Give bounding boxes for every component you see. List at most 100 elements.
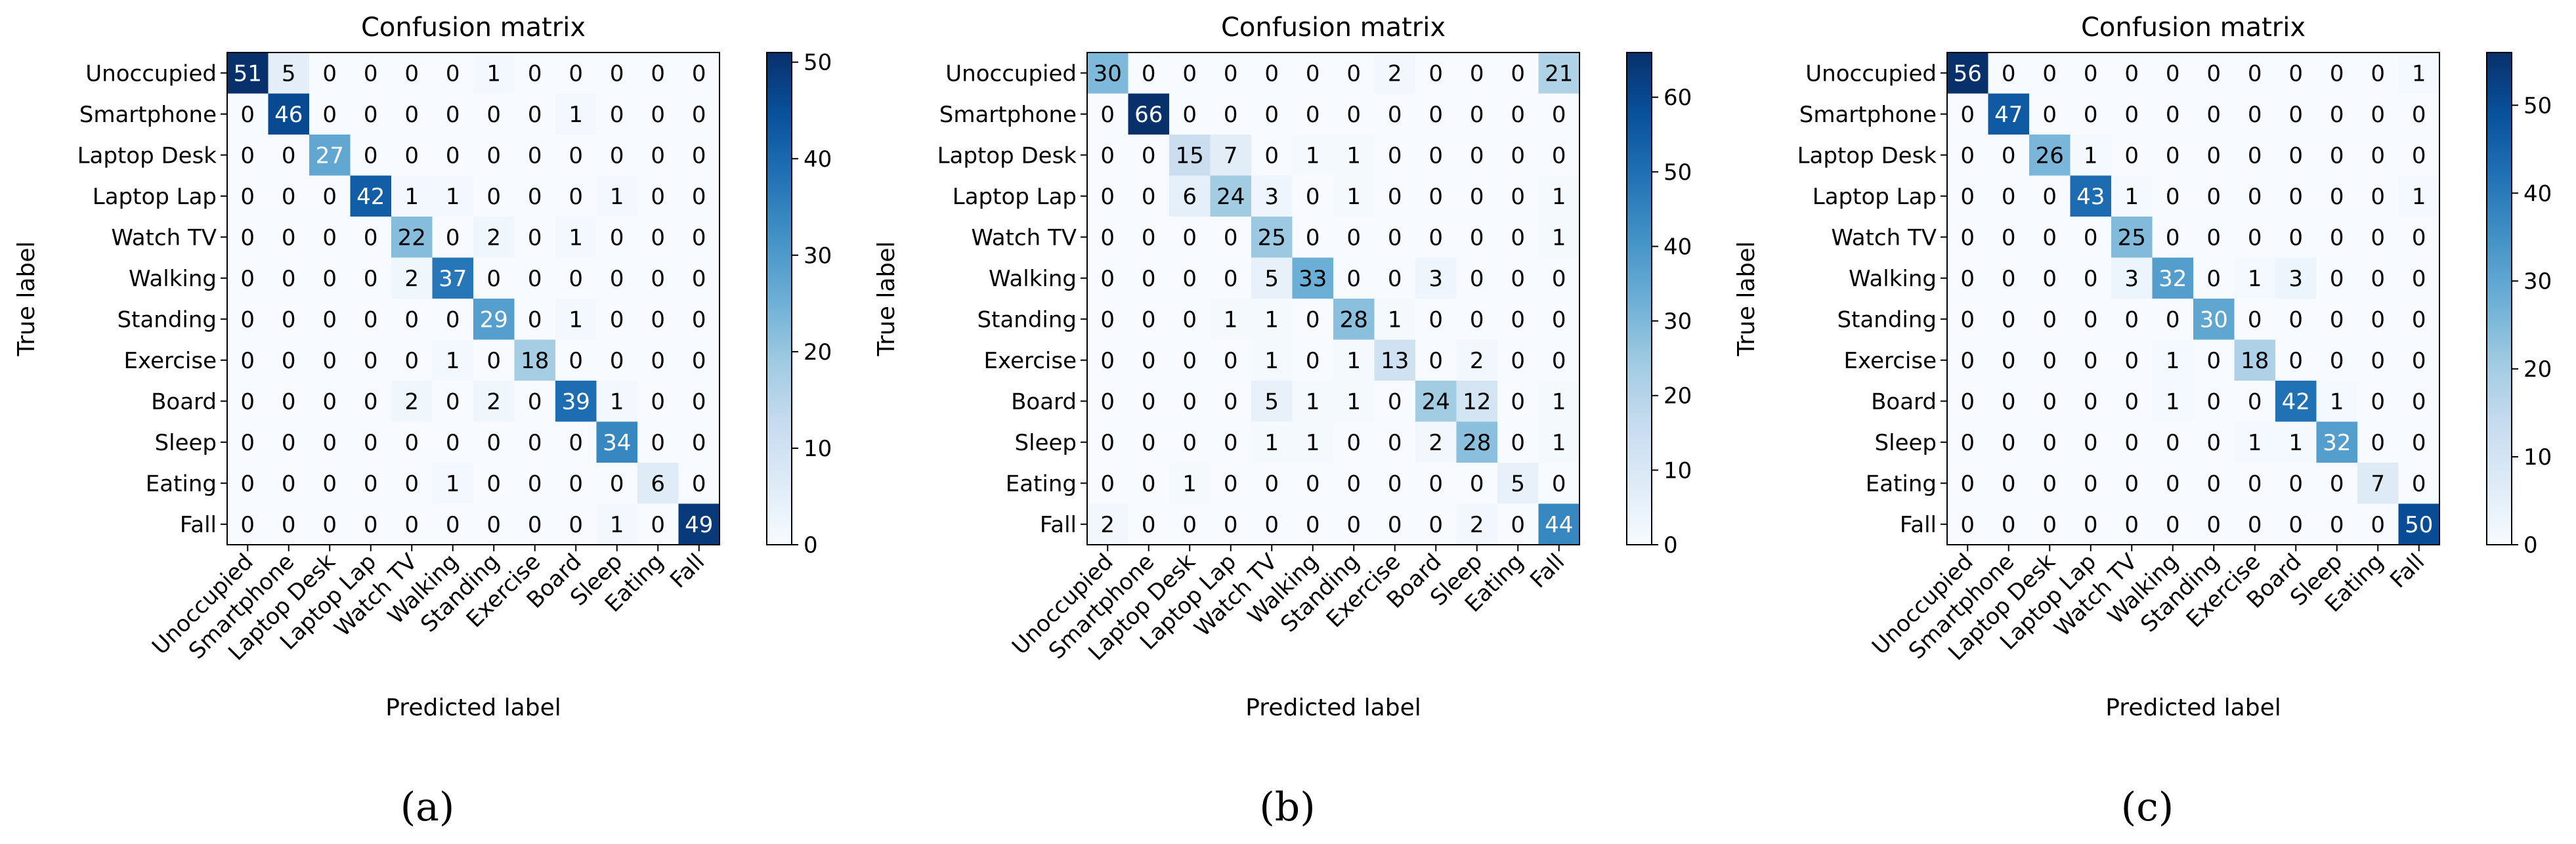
cell-value: 0 — [364, 512, 378, 538]
cell-value: 0 — [1142, 224, 1156, 251]
cell-value: 0 — [2002, 224, 2016, 251]
cell-value: 0 — [1470, 266, 1484, 292]
heatmap-cell — [391, 135, 433, 177]
heatmap-cell — [1374, 503, 1416, 545]
heatmap-cell — [1415, 381, 1457, 423]
heatmap-cell — [1292, 299, 1334, 341]
cell-value: 0 — [1428, 348, 1443, 374]
cell-value: 0 — [2002, 306, 2016, 333]
heatmap-cell — [1210, 135, 1252, 177]
heatmap-cell — [391, 503, 433, 545]
heatmap-cell — [1251, 135, 1293, 177]
cell-value: 0 — [651, 102, 665, 128]
cell-value: 0 — [1511, 60, 1525, 87]
cell-value: 1 — [2412, 60, 2426, 87]
heatmap-cell — [514, 463, 556, 505]
cell-value: 0 — [692, 471, 706, 497]
heatmap-cell — [1128, 421, 1170, 463]
heatmap-cell — [1169, 135, 1211, 177]
heatmap-cell — [678, 381, 720, 423]
cell-value: 1 — [446, 348, 460, 374]
cell-value: 30 — [1094, 60, 1122, 87]
cell-value: 0 — [2124, 102, 2139, 128]
heatmap-cell — [2152, 53, 2194, 95]
heatmap-cell — [309, 175, 351, 217]
cell-value: 0 — [322, 184, 337, 210]
heatmap-cell — [2316, 503, 2358, 545]
y-tick-label: Watch TV — [1831, 224, 1937, 251]
heatmap-cell — [514, 299, 556, 341]
heatmap-cell — [2029, 381, 2071, 423]
heatmap-cell — [2357, 463, 2399, 505]
cell-value: 2 — [404, 389, 419, 415]
heatmap-cell — [1210, 381, 1252, 423]
cell-value: 0 — [2288, 142, 2303, 169]
cell-value: 0 — [1306, 512, 1320, 538]
heatmap-cell — [309, 339, 351, 381]
heatmap-cell — [1538, 257, 1580, 299]
cell-value: 0 — [1346, 512, 1361, 538]
heatmap-cell — [1497, 93, 1539, 135]
heatmap-cell — [1128, 93, 1170, 135]
heatmap-cell — [1128, 463, 1170, 505]
cell-value: 0 — [240, 184, 255, 210]
cell-value: 0 — [2371, 60, 2385, 87]
heatmap-cell — [473, 53, 515, 95]
heatmap-cell — [1538, 93, 1580, 135]
heatmap-cell — [2398, 53, 2440, 95]
cell-value: 0 — [364, 306, 378, 333]
heatmap-cell — [1087, 339, 1129, 381]
heatmap-cell — [1374, 339, 1416, 381]
cell-value: 34 — [603, 430, 631, 456]
cell-value: 0 — [2166, 142, 2180, 169]
cell-value: 0 — [2042, 184, 2057, 210]
heatmap-cell — [678, 503, 720, 545]
heatmap-cell — [1128, 339, 1170, 381]
cell-value: 0 — [404, 471, 419, 497]
cell-value: 0 — [364, 471, 378, 497]
y-tick-label: Watch TV — [971, 224, 1077, 251]
heatmap-cell — [2070, 257, 2112, 299]
cell-value: 0 — [2042, 266, 2057, 292]
heatmap-cell — [1087, 421, 1129, 463]
cell-value: 0 — [1306, 224, 1320, 251]
y-tick-label: Board — [1011, 389, 1077, 415]
heatmap-cell — [1497, 299, 1539, 341]
cell-value: 0 — [2124, 306, 2139, 333]
cell-value: 39 — [562, 389, 590, 415]
heatmap-cell — [2316, 135, 2358, 177]
heatmap-cell — [2275, 421, 2317, 463]
heatmap-cell — [309, 93, 351, 135]
cell-value: 0 — [1552, 102, 1566, 128]
cell-value: 0 — [528, 389, 542, 415]
heatmap-cell — [1538, 53, 1580, 95]
cell-value: 0 — [2124, 60, 2139, 87]
heatmap-cell — [637, 135, 679, 177]
y-tick-label: Unoccupied — [85, 60, 217, 87]
y-tick-label: Standing — [1837, 306, 1937, 333]
heatmap-cell — [309, 503, 351, 545]
heatmap-cell — [2275, 257, 2317, 299]
cell-value: 1 — [1552, 389, 1566, 415]
cell-value: 0 — [2412, 389, 2426, 415]
cell-value: 0 — [1511, 142, 1525, 169]
y-tick-label: Exercise — [124, 348, 217, 374]
cell-value: 0 — [692, 102, 706, 128]
heatmap-cell — [2029, 503, 2071, 545]
heatmap-cell — [1210, 175, 1252, 217]
heatmap-cell — [2234, 421, 2276, 463]
cell-value: 30 — [2200, 306, 2228, 333]
heatmap-cell — [2111, 299, 2153, 341]
cell-value: 50 — [2405, 512, 2433, 538]
cell-value: 18 — [521, 348, 549, 374]
cell-value: 1 — [2412, 184, 2426, 210]
cell-value: 0 — [1388, 389, 1402, 415]
cell-value: 0 — [1960, 389, 1975, 415]
heatmap-cell — [2152, 93, 2194, 135]
heatmap-cell — [1333, 299, 1375, 341]
heatmap-cell — [2275, 299, 2317, 341]
chart-title: Confusion matrix — [361, 12, 586, 43]
y-tick-label: Laptop Desk — [77, 142, 217, 169]
cell-value: 0 — [364, 430, 378, 456]
heatmap-cell — [1456, 421, 1498, 463]
